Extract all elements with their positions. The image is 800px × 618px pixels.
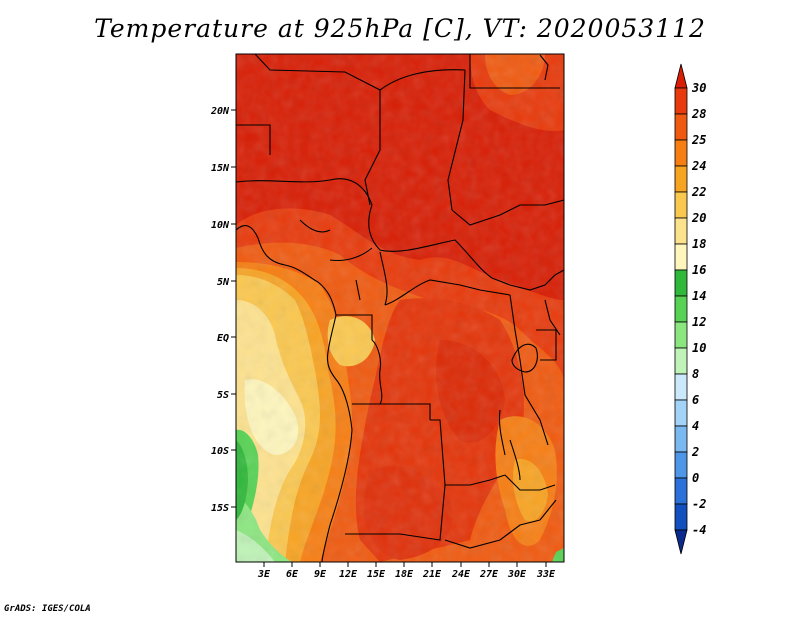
colorbar-label: 30 [691, 81, 706, 95]
lat-label: 5N [217, 277, 230, 288]
colorbar-label: 24 [691, 159, 706, 173]
colorbar-swatch [674, 399, 688, 427]
colorbar-swatch [674, 503, 688, 531]
lon-label: 9E [314, 569, 327, 580]
lat-label: 15S [211, 503, 229, 514]
colorbar-label: 8 [692, 367, 699, 381]
colorbar-swatch [674, 451, 688, 479]
colorbar-label: 2 [691, 445, 699, 459]
lon-label: 12E [339, 569, 358, 580]
colorbar-label: 6 [692, 393, 699, 407]
chart-title: Temperature at 925hPa [C], VT: 202005311… [94, 14, 706, 43]
temperature-field [236, 54, 564, 562]
colorbar-swatch [674, 113, 688, 141]
colorbar-label: 14 [692, 289, 706, 303]
colorbar-label: 18 [692, 237, 706, 251]
lat-label: 5S [217, 390, 229, 401]
lat-label: 20N [210, 106, 230, 117]
colorbar-swatch [674, 321, 688, 349]
lon-label: 15E [367, 569, 386, 580]
colorbar-swatch [674, 269, 688, 297]
lon-label: 24E [451, 569, 471, 580]
lon-label: 18E [395, 569, 414, 580]
lon-label: 33E [536, 569, 556, 580]
colorbar-label: 22 [691, 185, 706, 199]
colorbar-label: 25 [691, 133, 706, 147]
colorbar-swatch [674, 139, 688, 167]
colorbar-swatch [674, 425, 688, 453]
country-borders [236, 54, 564, 562]
colorbar-label: -4 [692, 523, 706, 537]
lon-label: 30E [507, 569, 527, 580]
lon-label: 27E [479, 569, 499, 580]
colorbar-swatch [674, 217, 688, 245]
lat-label: EQ [217, 333, 229, 344]
lat-label: 10S [211, 446, 229, 457]
colorbar-swatch [674, 87, 688, 115]
colorbar-swatch [674, 295, 688, 323]
colorbar-bottom-arrow [674, 529, 688, 555]
colorbar-label: 28 [691, 107, 706, 121]
map-frame [235, 53, 565, 563]
colorbar-top-arrow [674, 63, 688, 89]
colorbar-label: 12 [692, 315, 706, 329]
colorbar-swatch [674, 373, 688, 401]
colorbar-swatch [674, 165, 688, 193]
lat-label: 10N [211, 220, 230, 231]
lon-label: 6E [286, 569, 299, 580]
lon-label: 3E [257, 569, 271, 580]
colorbar-label: -2 [692, 497, 706, 511]
colorbar-swatch [674, 477, 688, 505]
lat-axis: 20N 15N 10N 5N EQ 5S 10S 15S [210, 106, 236, 514]
lon-axis: 3E 6E 9E 12E 15E 18E 21E 24E 27E 30E 33E [257, 562, 556, 580]
footer-credit: GrADS: IGES/COLA [4, 604, 91, 614]
colorbar-swatch [674, 347, 688, 375]
colorbar-swatch [674, 243, 688, 271]
lon-label: 21E [422, 569, 442, 580]
colorbar-swatch [674, 191, 688, 219]
colorbar-label: 0 [692, 471, 699, 485]
colorbar-label: 10 [692, 341, 706, 355]
colorbar-label: 20 [691, 211, 706, 225]
colorbar-label: 4 [692, 419, 699, 433]
lat-label: 15N [211, 163, 230, 174]
colorbar-label: 16 [692, 263, 706, 277]
